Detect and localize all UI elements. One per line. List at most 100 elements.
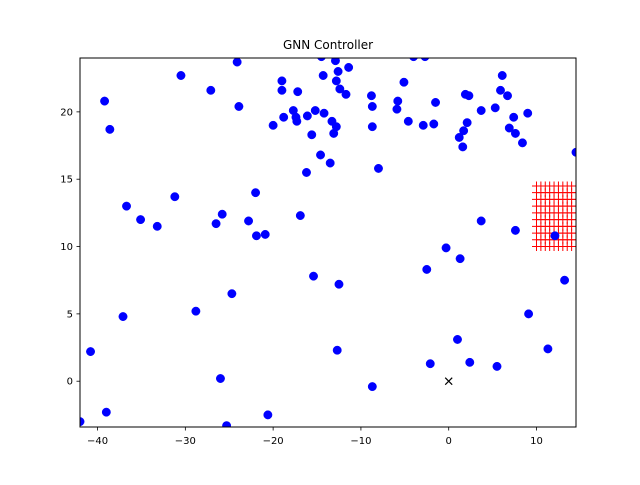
agent-point [100,96,110,106]
plot-frame [79,57,577,428]
agent-point [459,126,469,136]
agent-point [222,421,232,427]
agent-point [517,138,527,148]
agent-point [550,231,560,241]
agent-point [393,96,403,106]
agent-point [152,221,162,231]
x-tick-label: −30 [175,436,196,447]
plot-marks [80,58,576,427]
agent-point [455,254,465,264]
target-plus-point [571,181,576,191]
agent-point [310,106,320,115]
agent-point [331,122,341,132]
agent-point [403,116,413,126]
agent-point [122,201,131,211]
agent-point [217,209,227,219]
agent-point [211,219,221,229]
chart-title: GNN Controller [283,38,373,52]
agent-point [333,67,343,76]
target-plus-point [571,242,576,252]
agent-point [524,309,534,319]
origin-x-marker [444,377,453,386]
agent-point [325,158,335,168]
agent-point [344,62,354,72]
agent-point [392,104,402,114]
agent-point [309,271,318,281]
agent-point [101,407,111,417]
target-grid-markers [531,181,576,252]
x-tick-label: −20 [263,436,284,447]
agent-point [227,289,237,299]
agent-point [307,130,317,140]
agent-point [497,71,507,80]
agent-point [277,85,287,95]
agent-point [136,215,146,225]
axes: −40 −30 −20 −10 0 10 0 5 10 15 20 [60,107,543,447]
y-tick-label: 0 [67,377,73,388]
target-plus-point [571,235,576,245]
agent-point [232,58,242,67]
agent-point [504,123,514,133]
agent-point [462,118,472,128]
x-tick-label: 0 [446,436,452,447]
agent-point [420,58,430,62]
agent-point [458,142,468,152]
agent-point [302,111,312,121]
agent-point [510,128,520,138]
agent-point [367,382,377,392]
agent-point [509,112,519,122]
agent-point [367,102,377,111]
agent-point [251,188,261,198]
agent-point [476,106,486,115]
y-tick-label: 5 [67,309,73,320]
agent-point [431,97,440,107]
agent-point [268,120,278,130]
agent-point [316,150,325,160]
agent-point [191,306,201,316]
agent-point [252,231,261,241]
agent-point [293,87,303,97]
agent-point [105,124,115,134]
agent-point [543,344,553,354]
agent-point [367,91,376,101]
agent-point [465,357,475,367]
agent-point [418,120,428,130]
agent-point [302,168,311,177]
agent-point [332,345,342,355]
agent-point [216,374,225,383]
x-tick-label: −10 [350,436,371,447]
agent-point [429,119,439,129]
agent-point [331,58,340,66]
agent-point [560,275,570,285]
agent-point [341,89,351,99]
agent-point [263,410,273,420]
agent-point [496,85,505,95]
agent-point [277,76,287,86]
agent-point [317,58,326,62]
agent-point [86,347,95,357]
target-plus-point [571,208,576,218]
target-plus-point [571,194,576,204]
agent-point [409,58,418,62]
agent-point [292,116,302,126]
agent-point [422,264,432,274]
agent-point [453,335,462,344]
agent-point [335,84,345,94]
agent-point [279,112,289,122]
target-plus-point [571,228,576,238]
agent-point [206,85,216,95]
agent-point [334,279,344,289]
agent-point [476,216,486,226]
agent-point [367,122,377,132]
agent-point [425,359,435,369]
agent-point [523,108,533,118]
agent-point [510,225,520,235]
agent-point [170,192,180,202]
agent-point [319,108,329,118]
agent-point [118,312,128,322]
agent-point [441,243,451,253]
y-tick-label: 20 [60,107,73,118]
x-tick-label: 10 [530,436,543,447]
